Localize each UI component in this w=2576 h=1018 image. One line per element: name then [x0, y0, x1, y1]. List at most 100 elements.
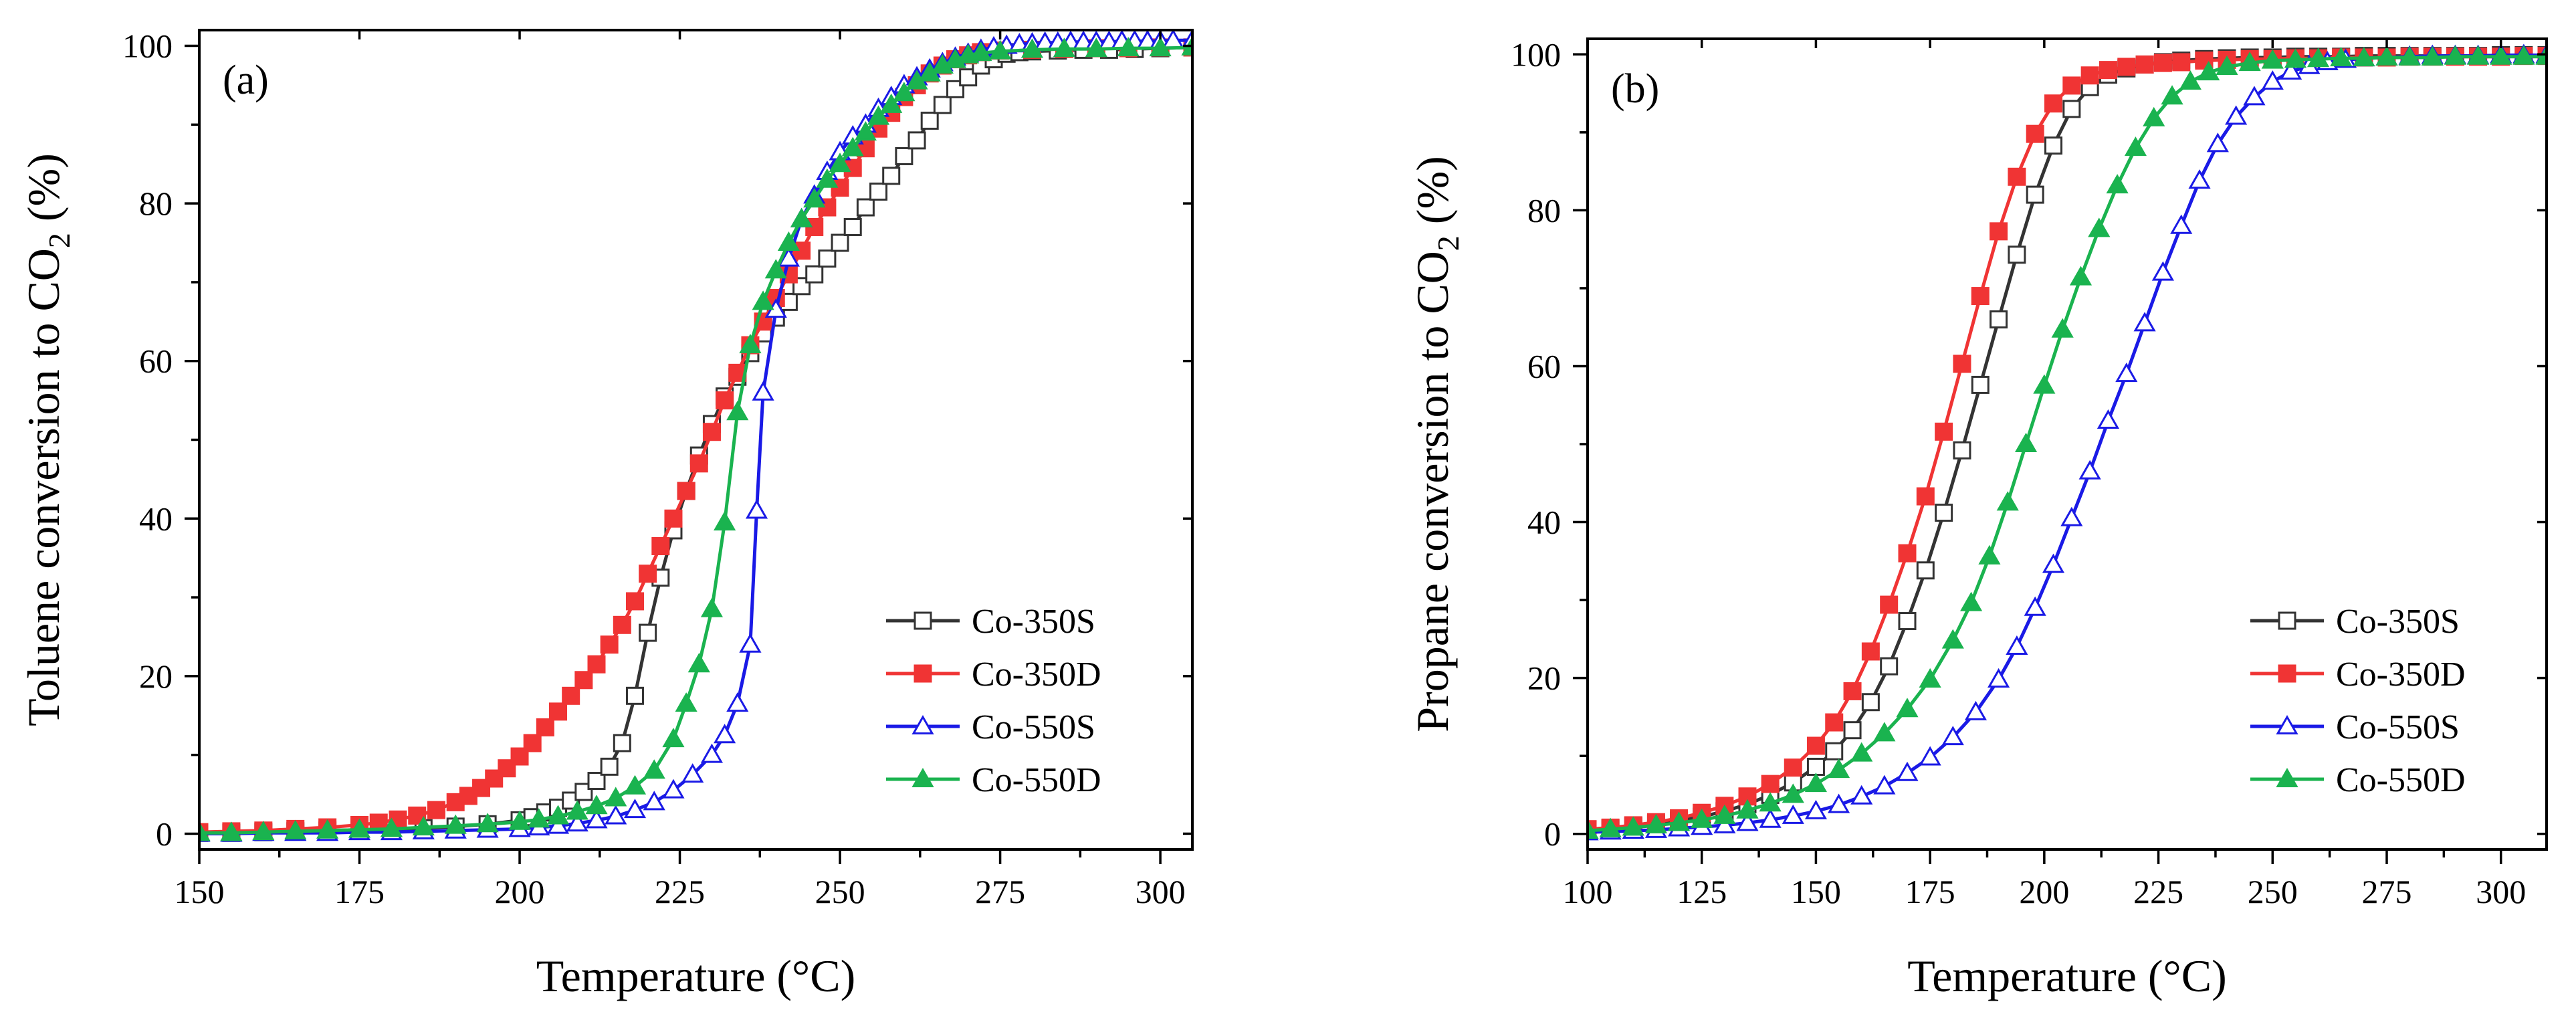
chart-b-legend-marker-co-350d	[2278, 664, 2296, 683]
chart-a-point-co-550d	[380, 817, 403, 837]
chart-b-point-co-350d	[1825, 713, 1844, 732]
chart-a-point-co-550d	[675, 692, 697, 712]
chart-b-point-co-350d	[2153, 54, 2172, 72]
chart-b-point-co-550d	[2197, 61, 2220, 81]
chart-a-legend-marker-co-350s	[914, 611, 932, 630]
chart-a-point-co-350s	[869, 182, 888, 201]
chart-b-point-co-550s	[1736, 811, 1759, 831]
chart-b-point-co-550d	[1713, 804, 1736, 824]
chart-a-y-axis-title: Toluene conversion to CO2 (%)	[18, 153, 76, 726]
chart-a-point-co-550d	[316, 819, 339, 839]
chart-b-series-line-co-550d	[1588, 55, 2547, 833]
chart-b-y-axis-title-suffix: (%)	[1407, 156, 1458, 235]
chart-b-point-co-350d	[1861, 642, 1880, 661]
chart-b-plot-area	[1588, 43, 2547, 841]
chart-a-point-co-350s	[805, 265, 824, 284]
chart-a-point-co-550s	[752, 381, 774, 401]
chart-a-point-co-350d	[702, 423, 721, 441]
chart-a-point-co-550d	[829, 152, 851, 173]
chart-a-point-co-350d	[485, 769, 504, 788]
chart-b-point-co-550s	[1919, 746, 1941, 766]
chart-a-point-co-550s	[681, 763, 704, 783]
chart-a-point-co-550d	[880, 93, 903, 113]
chart-b-point-co-550d	[2179, 70, 2202, 90]
chart-b-point-co-350d	[1761, 775, 1780, 793]
chart-a-x-tick-label: 250	[815, 873, 865, 910]
chart-a-point-co-550s	[777, 247, 800, 267]
chart-b-x-tick-label: 125	[1677, 873, 1727, 910]
chart-a-legend-label-co-550s: Co-550S	[972, 708, 1095, 746]
chart-a-point-co-350s	[920, 111, 939, 130]
chart-b-x-axis-title: Temperature (°C)	[1907, 950, 2226, 1001]
chart-a-y-tick-label: 40	[139, 500, 173, 537]
chart-b-y-axis-title-main: Propane conversion to CO	[1407, 251, 1458, 732]
chart-b-point-co-550s	[1850, 785, 1873, 805]
chart-a-point-co-550d	[476, 813, 499, 833]
chart-a-point-co-550d	[687, 653, 710, 673]
chart-a-point-co-350d	[677, 482, 695, 500]
chart-a-point-co-550d	[1117, 37, 1140, 57]
chart-b-point-co-350d	[1784, 758, 1802, 777]
chart-b-legend-marker-co-550s	[2276, 714, 2298, 734]
chart-b-point-co-350d	[1935, 422, 1953, 441]
chart-a-point-co-350s	[933, 96, 952, 114]
chart-b-point-co-550d	[2375, 45, 2398, 66]
chart-b-point-co-550d	[2124, 136, 2147, 157]
chart-b-point-co-550s	[2225, 105, 2248, 125]
chart-b-point-co-550d	[1599, 817, 1622, 837]
chart-b-point-co-550s	[1873, 775, 1896, 795]
chart-b-y-axis-title: Propane conversion to CO2 (%)	[1407, 156, 1465, 732]
chart-a-x-axis-title: Temperature (°C)	[536, 950, 855, 1001]
chart-a-point-co-550d	[444, 814, 467, 834]
chart-b-point-co-550d	[1736, 799, 1759, 819]
chart-a-panel-label: (a)	[223, 58, 269, 103]
chart-b-point-co-550d	[1960, 591, 1983, 611]
chart-b-x-tick-label: 250	[2248, 873, 2298, 910]
chart-b-point-co-350s	[1935, 504, 1953, 522]
chart-b-point-co-550d	[2216, 55, 2238, 75]
chart-b-point-co-550d	[2238, 52, 2261, 72]
chart-b-point-co-550d	[2069, 266, 2092, 286]
chart-b-point-co-550d	[1691, 808, 1713, 828]
chart-b-point-co-350d	[1880, 595, 1899, 614]
chart-a-plot-area	[199, 30, 1192, 842]
chart-a-point-co-550d	[970, 41, 992, 62]
chart-b-point-co-550s	[2115, 363, 2138, 383]
chart-a-point-co-350d	[689, 454, 708, 473]
chart-b: 100 125 150 175 200 225 250 275 300 0 20 40 60 80 100 (…	[1407, 35, 2548, 1001]
chart-b-y-tick-label: 0	[1544, 815, 1561, 853]
chart-a-point-co-350s	[639, 623, 657, 642]
chart-b-point-co-550d	[2512, 45, 2535, 65]
chart-a-x-tick-label: 175	[334, 873, 385, 910]
chart-b-point-co-550s	[2078, 460, 2101, 480]
chart-a-point-co-550d	[528, 808, 550, 828]
chart-b-x-tick-label: 200	[2019, 873, 2069, 910]
chart-b-point-co-550d	[1588, 819, 1599, 839]
chart-a-point-co-350s	[856, 198, 875, 217]
chart-b-point-co-550s	[2060, 506, 2083, 526]
chart-a-point-co-550d	[623, 775, 647, 795]
chart-a-point-co-550d	[867, 105, 890, 125]
chart-a-point-co-550d	[700, 597, 724, 617]
chart-b-point-co-350s	[1898, 612, 1917, 631]
chart-a-point-co-550d	[1021, 38, 1044, 58]
chart-b-legend: Co-350S Co-350D Co-550S Co-550D	[2250, 603, 2466, 799]
chart-a-point-co-550s	[662, 779, 685, 799]
chart-a-x-tick-label: 200	[495, 873, 545, 910]
chart-a-point-co-350s	[613, 734, 631, 752]
chart-b-point-co-350s	[2062, 100, 2081, 118]
chart-a-point-co-550s	[566, 812, 588, 832]
chart-b-point-co-350s	[1806, 757, 1825, 776]
chart-a-point-co-550s	[700, 743, 724, 763]
chart-b-point-co-350d	[1806, 736, 1825, 755]
chart-b-point-co-350d	[2080, 66, 2099, 85]
chart-b-x-tick-label: 275	[2362, 873, 2412, 910]
chart-b-point-co-550d	[2284, 48, 2307, 68]
chart-a-point-co-550s	[643, 791, 665, 811]
chart-a-point-co-350d	[587, 655, 606, 674]
chart-b-point-co-550d	[2421, 45, 2444, 66]
chart-a-point-co-350s	[600, 757, 619, 776]
chart-b-point-co-550d	[1941, 629, 1964, 649]
chart-b-legend-label-co-350d: Co-350D	[2336, 655, 2466, 694]
chart-a: 150 175 200 225 250 275 300 0 20 40 60 80 100 (a) Temp…	[18, 27, 1194, 1001]
